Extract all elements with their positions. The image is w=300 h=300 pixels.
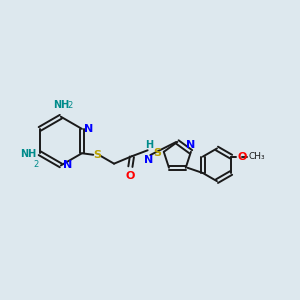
Text: N: N bbox=[186, 140, 196, 150]
Text: 2: 2 bbox=[34, 160, 39, 169]
Text: O: O bbox=[126, 171, 135, 181]
Text: O: O bbox=[238, 152, 247, 162]
Text: 2: 2 bbox=[68, 100, 73, 109]
Text: CH₃: CH₃ bbox=[249, 152, 266, 160]
Text: NH: NH bbox=[53, 100, 69, 110]
Text: S: S bbox=[93, 150, 101, 160]
Text: N: N bbox=[84, 124, 93, 134]
Text: NH: NH bbox=[20, 149, 36, 159]
Text: H: H bbox=[145, 140, 153, 150]
Text: N: N bbox=[145, 155, 154, 165]
Text: N: N bbox=[63, 160, 72, 170]
Text: S: S bbox=[153, 148, 161, 158]
